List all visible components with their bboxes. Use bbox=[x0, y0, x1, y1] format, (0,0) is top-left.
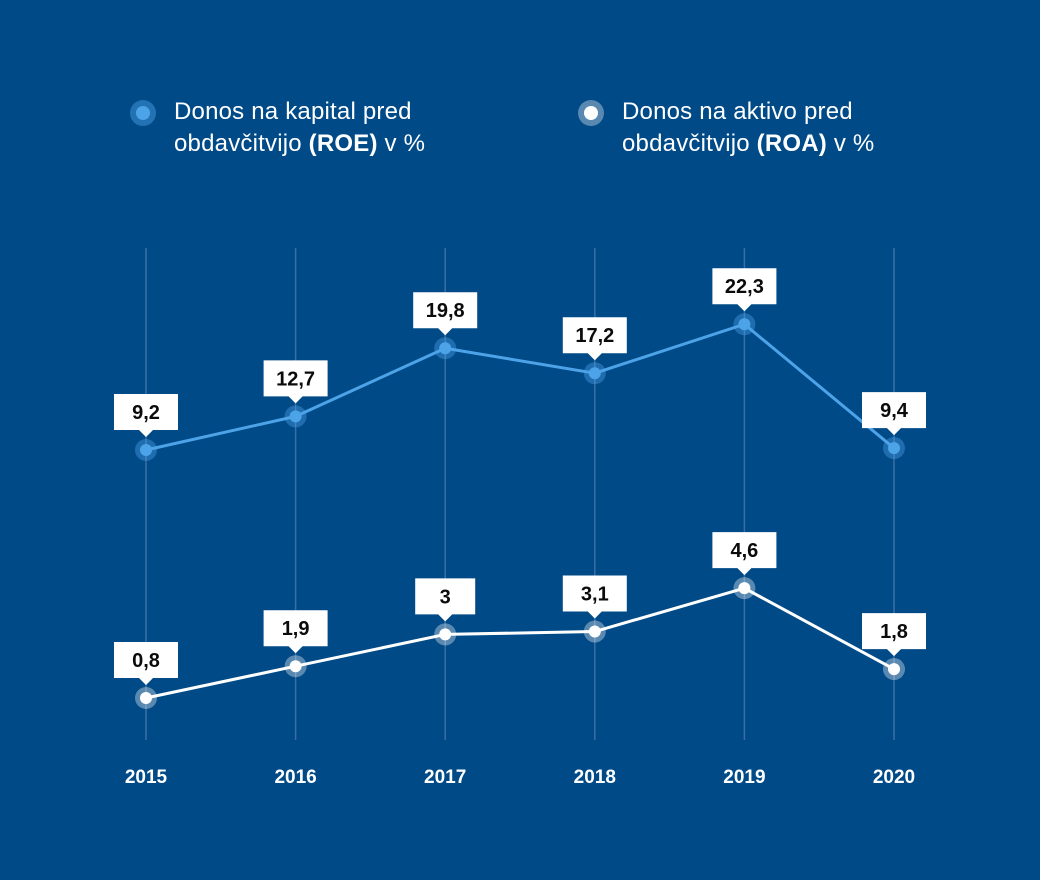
roe-data-label-box-2017 bbox=[413, 292, 478, 336]
roe-data-label-box-2016 bbox=[263, 360, 328, 404]
roe-data-label-2019: 22,3 bbox=[725, 276, 764, 298]
legend-item-roa: Donos na aktivo pred obdavčitvijo (ROA) … bbox=[578, 96, 874, 160]
roa-marker-icon bbox=[578, 100, 604, 126]
roa-data-label-box-2015 bbox=[114, 642, 178, 685]
legend-roe-line2-prefix: obdavčitvijo bbox=[174, 130, 309, 157]
roa-point-2017 bbox=[439, 628, 452, 641]
roa-data-label-2019: 4,6 bbox=[730, 540, 758, 562]
roe-data-label-box-2019 bbox=[712, 268, 777, 312]
roe-data-label-box-2015 bbox=[114, 394, 178, 437]
legend-roa-line2-prefix: obdavčitvijo bbox=[622, 130, 757, 157]
roa-point-2020 bbox=[888, 663, 900, 676]
legend: Donos na kapital pred obdavčitvijo (ROE)… bbox=[130, 96, 930, 166]
roe-marker-icon bbox=[130, 100, 156, 126]
x-tick-label-2016: 2016 bbox=[274, 767, 316, 788]
legend-roe-abbrev: (ROE) bbox=[308, 130, 378, 157]
legend-roa-line2: obdavčitvijo (ROA) v % bbox=[622, 128, 874, 160]
roa-data-label-2017: 3 bbox=[440, 586, 451, 608]
roe-data-label-2018: 17,2 bbox=[575, 325, 614, 347]
legend-text-roe: Donos na kapital pred obdavčitvijo (ROE)… bbox=[174, 96, 425, 160]
roe-data-label-2016: 12,7 bbox=[276, 368, 315, 390]
roe-point-2020 bbox=[888, 442, 900, 455]
x-tick-label-2018: 2018 bbox=[574, 767, 616, 788]
x-tick-label-2019: 2019 bbox=[723, 767, 765, 788]
legend-roe-line1: Donos na kapital pred bbox=[174, 98, 412, 125]
roa-data-label-2020: 1,8 bbox=[880, 621, 908, 643]
roe-data-label-box-2020 bbox=[862, 392, 926, 436]
roa-point-2019 bbox=[738, 582, 751, 595]
x-tick-label-2015: 2015 bbox=[125, 767, 168, 788]
roa-series-line bbox=[145, 586, 895, 700]
roe-data-label-2017: 19,8 bbox=[426, 300, 465, 322]
roe-data-label-2020: 9,4 bbox=[880, 400, 909, 422]
roa-data-label-box-2016 bbox=[263, 610, 328, 654]
legend-roa-line2-suffix: v % bbox=[827, 130, 875, 157]
legend-text-roa: Donos na aktivo pred obdavčitvijo (ROA) … bbox=[622, 96, 874, 160]
x-tick-label-2017: 2017 bbox=[424, 767, 466, 788]
roa-point-2015 bbox=[140, 692, 152, 704]
roa-point-2018 bbox=[588, 625, 601, 638]
roa-data-label-box-2020 bbox=[862, 613, 926, 657]
roe-data-label-box-2018 bbox=[562, 317, 627, 361]
roa-data-label-box-2017 bbox=[415, 578, 476, 622]
legend-roa-line1: Donos na aktivo pred bbox=[622, 98, 853, 125]
roa-data-label-box-2018 bbox=[562, 575, 627, 619]
roe-point-2015 bbox=[140, 444, 152, 456]
roa-data-label-2018: 3,1 bbox=[581, 584, 609, 606]
roe-series-line bbox=[145, 322, 895, 452]
legend-item-roe: Donos na kapital pred obdavčitvijo (ROE)… bbox=[130, 96, 425, 160]
legend-roa-abbrev: (ROA) bbox=[756, 130, 827, 157]
roe-data-label-2015: 9,2 bbox=[132, 402, 160, 424]
x-tick-label-2020: 2020 bbox=[873, 767, 915, 788]
roe-point-2017 bbox=[439, 342, 452, 355]
legend-roe-line2-suffix: v % bbox=[377, 130, 426, 157]
roa-data-label-2015: 0,8 bbox=[132, 650, 160, 672]
roe-point-2016 bbox=[289, 410, 302, 423]
roa-data-label-box-2019 bbox=[712, 532, 777, 576]
legend-roe-line2: obdavčitvijo (ROE) v % bbox=[174, 128, 425, 160]
roe-point-2018 bbox=[588, 367, 601, 380]
roa-data-label-2016: 1,9 bbox=[282, 618, 310, 640]
roe-point-2019 bbox=[738, 318, 751, 331]
roa-point-2016 bbox=[289, 660, 302, 673]
